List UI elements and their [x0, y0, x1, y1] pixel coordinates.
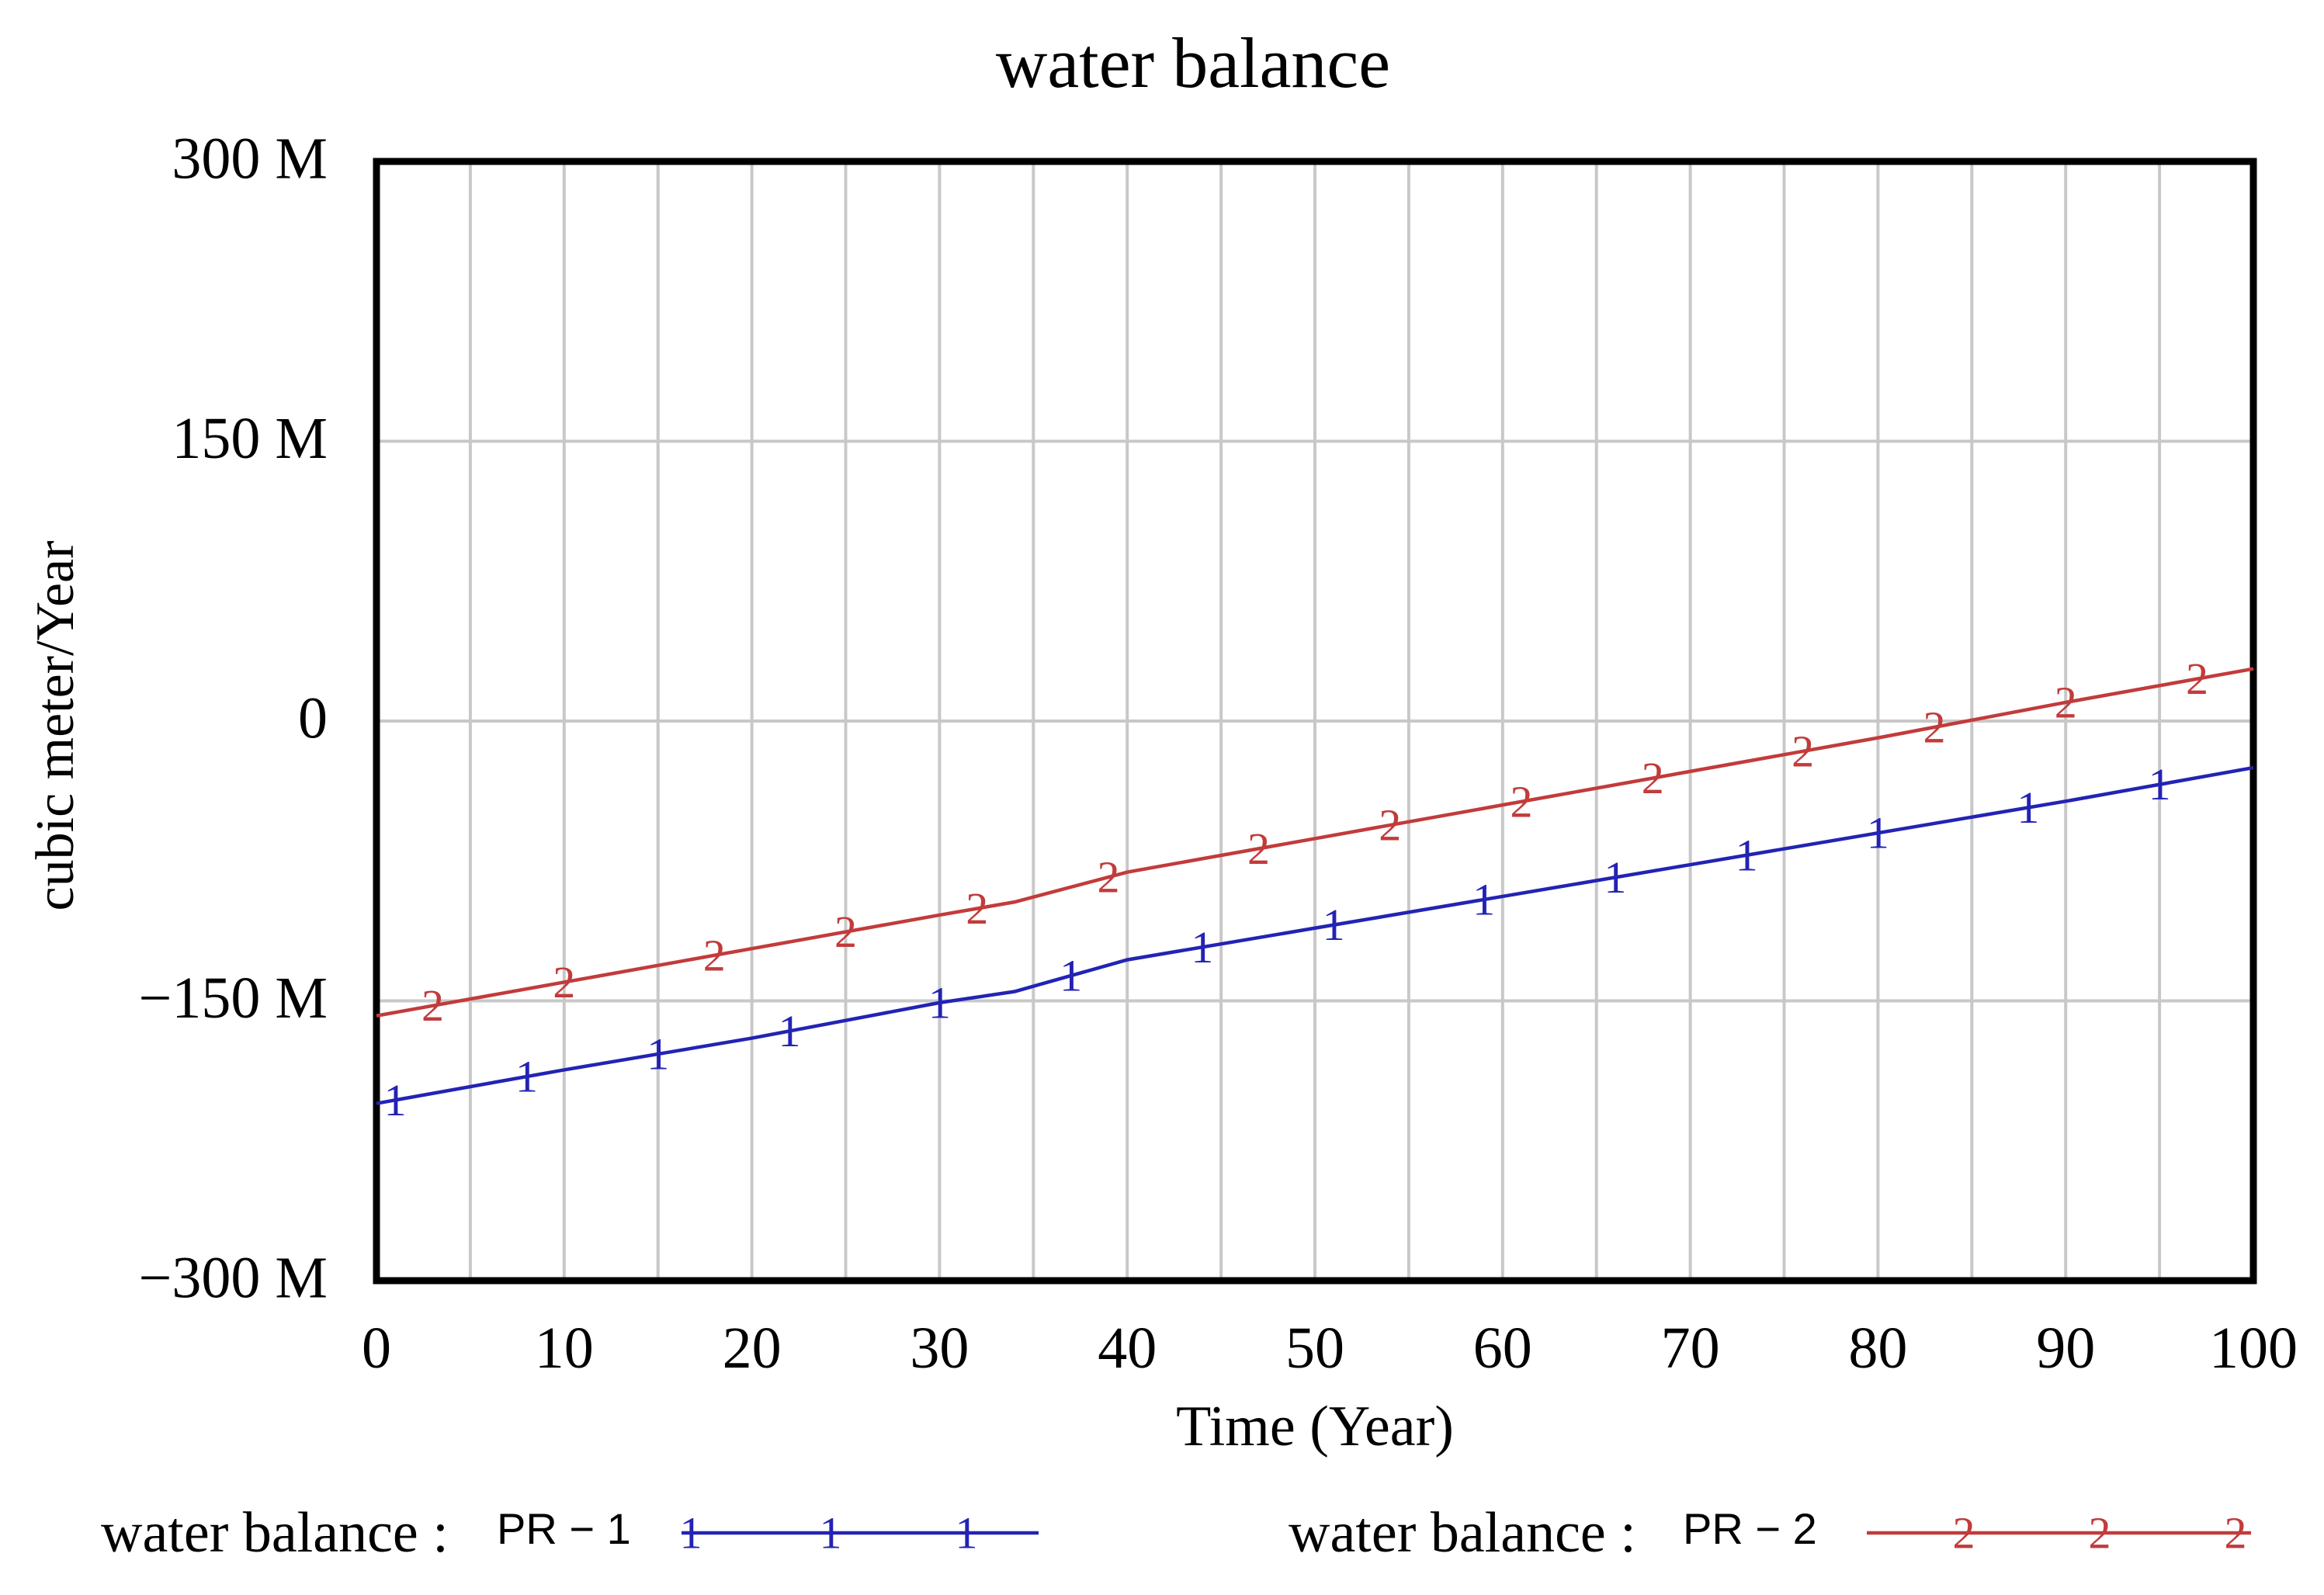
x-tick-label: 90	[2036, 1316, 2095, 1381]
x-tick-label: 0	[362, 1316, 391, 1381]
x-axis-label: Time (Year)	[1176, 1395, 1454, 1458]
legend-prefix: water balance :	[1289, 1501, 1636, 1565]
legend: water balance : PR − 1 1 1 1 water balance : P…	[101, 1501, 2251, 1565]
x-tick-label: 70	[1661, 1316, 1720, 1381]
legend-series-name: PR − 1	[497, 1504, 631, 1553]
series-marker-2: 2	[1098, 852, 1120, 903]
y-tick-label: −150 M	[139, 966, 328, 1031]
series-marker-1: 1	[2149, 759, 2171, 810]
series-marker-1: 1	[928, 977, 951, 1028]
series-marker-2: 2	[834, 907, 857, 957]
series-marker-1: 1	[1323, 900, 1345, 950]
series-marker-2: 2	[1379, 800, 1401, 851]
y-axis-label: cubic meter/Year	[26, 541, 85, 911]
x-tick-label: 50	[1285, 1316, 1344, 1381]
y-tick-label: 150 M	[172, 406, 328, 471]
x-tick-label: 30	[910, 1316, 969, 1381]
series-marker-1: 1	[1867, 808, 1889, 858]
x-tick-label: 10	[535, 1316, 594, 1381]
x-axis-tick-labels: 0 10 20 30 40 50 60 70 80 90 100	[362, 1316, 2298, 1381]
x-tick-label: 60	[1473, 1316, 1532, 1381]
series-marker-1: 1	[1736, 830, 1758, 880]
series-marker-2: 2	[2055, 677, 2077, 727]
series-marker-2: 2	[1923, 702, 1945, 752]
legend-series-name: PR − 2	[1683, 1504, 1817, 1553]
legend-prefix: water balance :	[101, 1501, 449, 1565]
y-tick-label: 0	[298, 685, 328, 751]
series-marker-1: 1	[1472, 874, 1495, 924]
legend-swatch-marker: 1	[956, 1508, 978, 1559]
series-line-1	[376, 765, 2254, 1105]
series-marker-2: 2	[1642, 753, 1664, 803]
legend-swatch-marker: 1	[680, 1508, 702, 1559]
series-marker-1: 1	[1060, 951, 1082, 1001]
y-tick-label: 300 M	[172, 126, 328, 191]
series-marker-2: 2	[966, 883, 988, 934]
legend-swatch-marker: 2	[2089, 1508, 2111, 1559]
series-marker-2: 2	[421, 980, 444, 1031]
legend-swatch-marker: 1	[820, 1508, 842, 1559]
series-line-2	[376, 667, 2254, 1018]
x-tick-label: 40	[1098, 1316, 1157, 1381]
series-marker-1: 1	[384, 1075, 407, 1125]
series-marker-1: 1	[647, 1028, 669, 1079]
series-marker-1: 1	[1604, 852, 1626, 903]
grid	[376, 161, 2253, 1281]
series-marker-1: 1	[2017, 782, 2039, 833]
x-tick-label: 20	[723, 1316, 782, 1381]
x-tick-label: 100	[2209, 1316, 2298, 1381]
series-marker-1: 1	[1191, 922, 1213, 973]
series-marker-2: 2	[2186, 654, 2208, 704]
y-axis-tick-labels: 300 M 150 M 0 −150 M −300 M	[139, 126, 328, 1310]
legend-swatch-marker: 2	[1953, 1508, 1975, 1559]
series-marker-1: 1	[515, 1052, 538, 1102]
plot-frame	[373, 158, 2257, 1285]
series-marker-1: 1	[778, 1006, 800, 1056]
series-marker-2: 2	[1510, 776, 1532, 827]
chart-title: water balance	[996, 23, 1390, 102]
series-marker-2: 2	[703, 930, 726, 980]
x-tick-label: 80	[1848, 1316, 1907, 1381]
series-marker-2: 2	[1247, 824, 1270, 874]
series-marker-2: 2	[1792, 726, 1814, 776]
series-marker-2: 2	[553, 957, 575, 1007]
legend-swatch-marker: 2	[2225, 1508, 2247, 1559]
y-tick-label: −300 M	[139, 1245, 328, 1310]
